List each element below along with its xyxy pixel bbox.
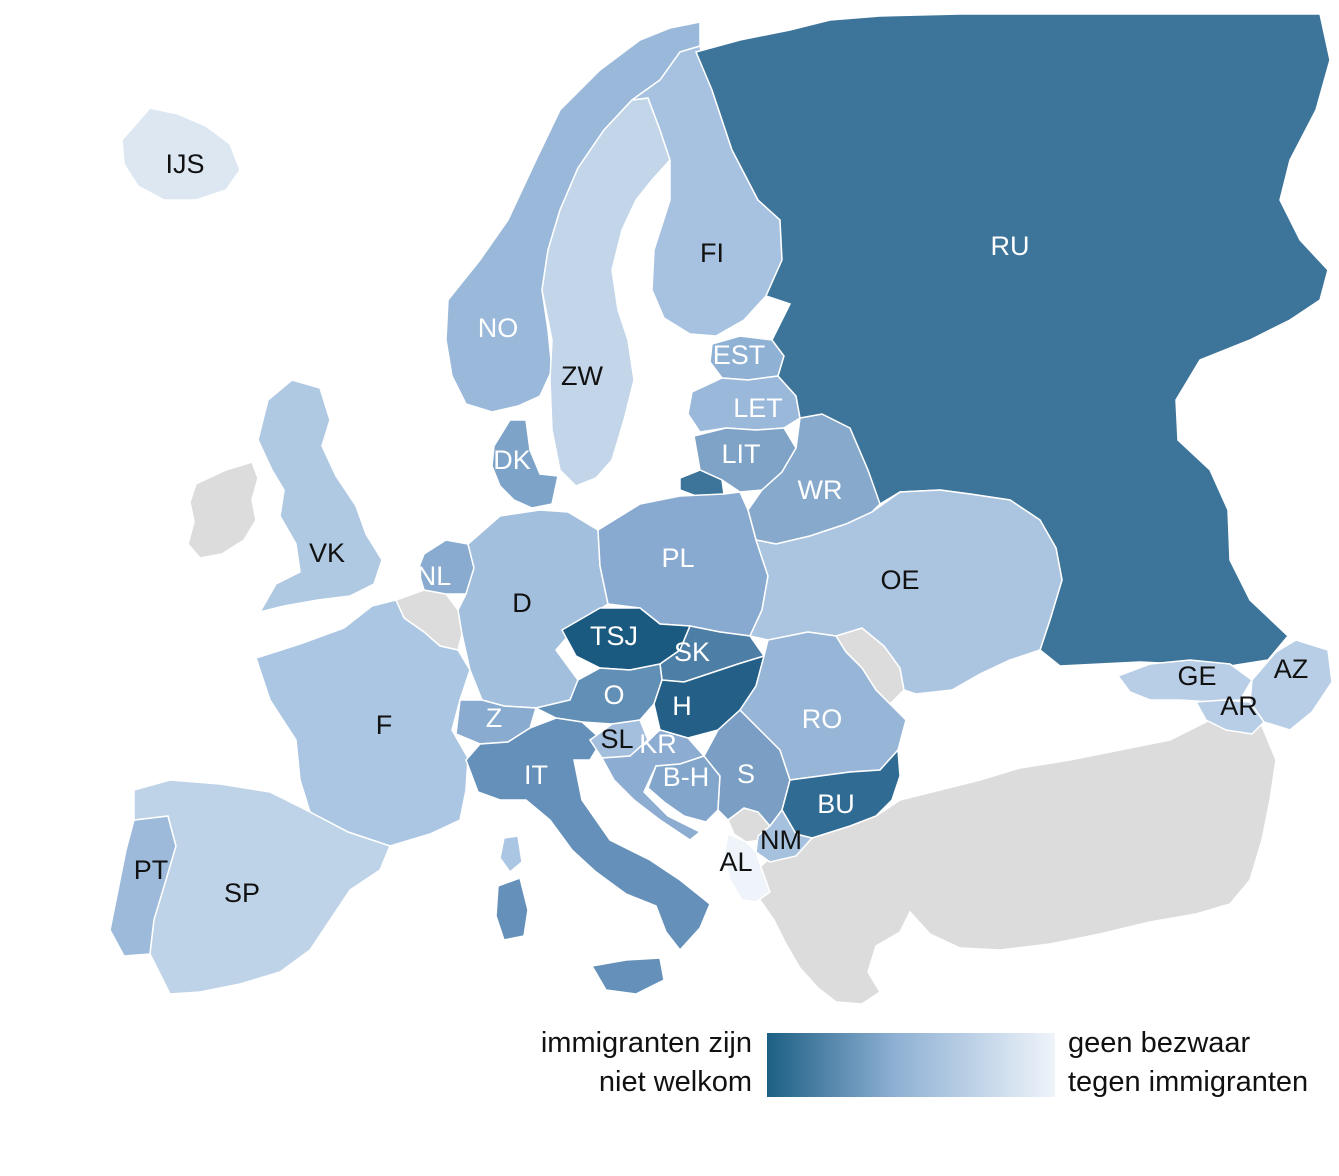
- country-label: LIT: [721, 439, 760, 469]
- country-shape: [257, 379, 383, 614]
- country-label: PL: [661, 543, 694, 573]
- country-label: GE: [1177, 661, 1216, 691]
- country-shape: [499, 835, 523, 874]
- country-shape: [541, 97, 671, 487]
- country-label: IT: [524, 760, 548, 790]
- country-label: AL: [719, 847, 752, 877]
- country-shape: [647, 755, 721, 823]
- country-label: Z: [486, 703, 503, 733]
- country-label: NO: [478, 313, 519, 343]
- country-label: LET: [733, 393, 783, 423]
- country-labels: IJS NO ZW FI RU EST LET LIT WR DK VK NL …: [134, 149, 1309, 908]
- country-label: OE: [880, 565, 919, 595]
- country-label: H: [672, 691, 692, 721]
- country-shape: [1194, 699, 1265, 735]
- country-label: SL: [600, 724, 633, 754]
- country-shape: [1116, 659, 1253, 703]
- country-label: NM: [760, 825, 802, 855]
- country-shape: [491, 419, 559, 509]
- country-shape: [465, 717, 711, 952]
- country-label: D: [512, 588, 532, 618]
- legend-color-scale: [767, 1033, 1055, 1097]
- country-label: O: [603, 680, 624, 710]
- country-shape: [687, 375, 801, 433]
- country-label: AR: [1220, 691, 1258, 721]
- country-label: ZW: [561, 361, 603, 391]
- country-label: DK: [493, 445, 531, 475]
- country-shape: [121, 107, 241, 201]
- region-greece-turkey: [755, 711, 1277, 1005]
- region-ireland: [187, 461, 259, 559]
- no-data-regions: [187, 461, 1277, 1005]
- country-label: F: [376, 710, 393, 740]
- country-label: FI: [700, 238, 724, 268]
- country-label: KR: [639, 729, 677, 759]
- country-label: B-H: [663, 762, 710, 792]
- country-shapes: [109, 13, 1333, 995]
- legend-left-line2: niet welkom: [599, 1066, 752, 1098]
- legend-right-line1: geen bezwaar: [1068, 1027, 1251, 1059]
- country-shape: [1249, 639, 1333, 731]
- country-label: S: [737, 759, 755, 789]
- country-label: AZ: [1274, 654, 1309, 684]
- country-shape: [590, 957, 665, 995]
- country-shape: [723, 832, 771, 903]
- legend-left-line1: immigranten zijn: [541, 1027, 752, 1059]
- country-label: RU: [991, 231, 1030, 261]
- legend-right-line2: tegen immigranten: [1068, 1066, 1308, 1098]
- country-label: PT: [134, 855, 169, 885]
- country-label: BU: [817, 789, 855, 819]
- country-shape: [133, 779, 392, 995]
- country-shape: [255, 599, 471, 847]
- country-shape: [755, 808, 814, 863]
- country-shape: [600, 729, 706, 841]
- country-label: WR: [798, 475, 843, 505]
- legend: immigranten zijn niet welkom geen bezwaa…: [541, 1027, 1308, 1098]
- country-label: TSJ: [590, 621, 638, 651]
- country-shape: [495, 877, 529, 941]
- country-label: IJS: [165, 149, 204, 179]
- country-label: SK: [674, 637, 710, 667]
- country-label: RO: [802, 704, 843, 734]
- country-label: NL: [417, 561, 452, 591]
- country-label: VK: [309, 538, 345, 568]
- country-label: EST: [713, 340, 766, 370]
- country-label: SP: [224, 878, 260, 908]
